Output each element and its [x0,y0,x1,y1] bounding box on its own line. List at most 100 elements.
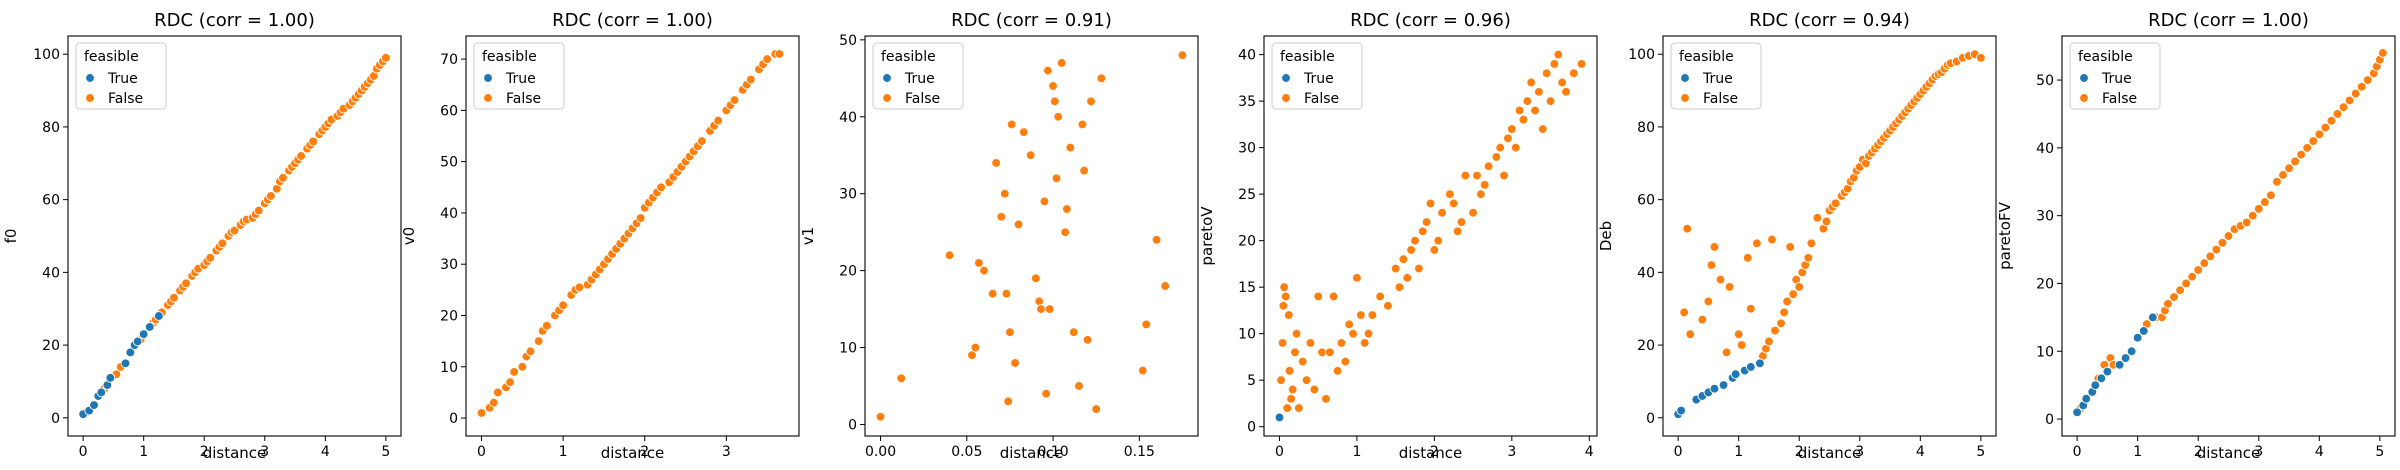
legend-label-true: True [1303,71,1334,87]
data-point-false [476,408,487,418]
y-tick-label: 10 [440,360,458,376]
y-axis-label: f0 [2,229,20,244]
data-point-false [1352,273,1362,283]
data-point-false [2302,143,2313,153]
x-tick-label: 5 [381,444,390,460]
data-point-true [2126,346,2137,357]
data-point-false [1082,334,1093,345]
data-point-true [144,322,155,332]
data-point-false [265,191,276,201]
legend: feasible True False [872,42,964,110]
data-point-false [381,52,391,63]
data-point-false [1039,196,1050,207]
data-point-false [1576,59,1587,69]
data-point-false [1305,338,1316,348]
data-point-false [2326,115,2337,126]
data-point-false [1530,105,1540,116]
data-point-false [1328,291,1339,302]
legend-title: feasible [482,49,537,65]
data-point-false [1475,189,1486,199]
data-point-false [2314,129,2325,140]
data-point-false [2278,170,2288,180]
chart-title: RDC (corr = 0.91) [951,10,1112,31]
chart-title: RDC (corr = 1.00) [2148,10,2309,31]
data-point-false [2223,231,2234,241]
x-tick-label: 4 [321,444,330,460]
chart-panel-1: RDC (corr = 1.00) 0 1 2 3 4 5 0 20 40 60 80 100 dista… [2,10,402,462]
legend-marker-true [2079,73,2089,83]
x-tick-label: 4 [2315,444,2324,460]
data-point-false [541,320,552,331]
x-tick-label: 0 [2073,444,2082,460]
data-point-false [1013,219,1024,230]
y-tick-label: 25 [1238,187,1256,203]
x-tick-label: 0 [1674,444,1683,460]
y-tick-label: 40 [839,110,857,126]
data-point-false [656,182,666,193]
data-point-false [1383,300,1393,311]
data-point-true [1755,358,1765,369]
y-tick-label: 0 [1646,411,1655,427]
y-tick-label: 100 [1628,47,1655,63]
data-point-false [1682,223,1693,234]
legend: feasible True False [2069,42,2161,110]
legend-box [872,42,964,110]
data-point-false [1044,304,1055,314]
data-point-false [1324,347,1335,358]
legend-label-false: False [905,91,940,107]
legend-label-false: False [2102,91,2137,107]
data-point-false [1049,96,1060,107]
data-point-false [1495,142,1506,153]
data-point-false [697,136,707,146]
data-point-false [1724,282,1735,292]
chart-panel-6: RDC (corr = 1.00)0 1 2 3 4 501020304050distan… [1996,10,2396,462]
legend-marker-true [882,73,892,83]
data-point-false [1770,325,1780,336]
data-point-false [1821,216,1832,227]
data-point-false [217,238,228,249]
chart-title: RDC (corr = 0.96) [1350,10,1511,31]
data-point-false [1414,263,1424,274]
data-point-false [308,136,319,147]
data-point-false [1506,124,1517,134]
data-point-false [1375,291,1386,302]
data-point-false [2362,75,2373,85]
data-point-true [1730,369,1741,380]
y-tick-label: 35 [1238,94,1256,110]
y-tick-label: 80 [1637,120,1655,136]
data-point-false [2217,237,2228,248]
data-point-false [762,54,773,64]
plot-frame [2061,35,2396,437]
data-point-true [138,329,149,340]
data-point-false [996,211,1007,222]
data-point-false [1421,217,1432,227]
data-point-true [105,372,116,383]
data-point-false [525,346,536,357]
y-tick-label: 70 [440,52,458,68]
legend-title: feasible [1679,49,1734,65]
data-point-true [132,336,143,347]
data-point-false [1553,49,1564,60]
data-point-false [1030,273,1041,284]
data-point-false [2211,244,2222,255]
data-point-true [153,311,164,321]
data-point-false [509,367,520,377]
x-tick-label: 1 [1352,444,1361,460]
y-tick-label: 20 [2036,276,2054,292]
data-point-false [1425,198,1436,209]
data-point-false [1025,150,1036,161]
data-point-false [2284,163,2294,174]
data-point-false [1006,119,1017,130]
data-point-false [999,188,1010,199]
data-point-false [1406,245,1416,255]
data-point-false [979,265,989,276]
data-point-false [2163,298,2173,309]
legend-label-false: False [1703,91,1738,107]
data-point-false [2187,271,2198,282]
data-point-false [517,361,528,372]
legend-marker-true [483,73,493,83]
legend-label-true: True [2101,71,2132,87]
data-point-true [1676,405,1687,416]
data-point-true [120,358,131,369]
data-point-false [896,373,907,384]
